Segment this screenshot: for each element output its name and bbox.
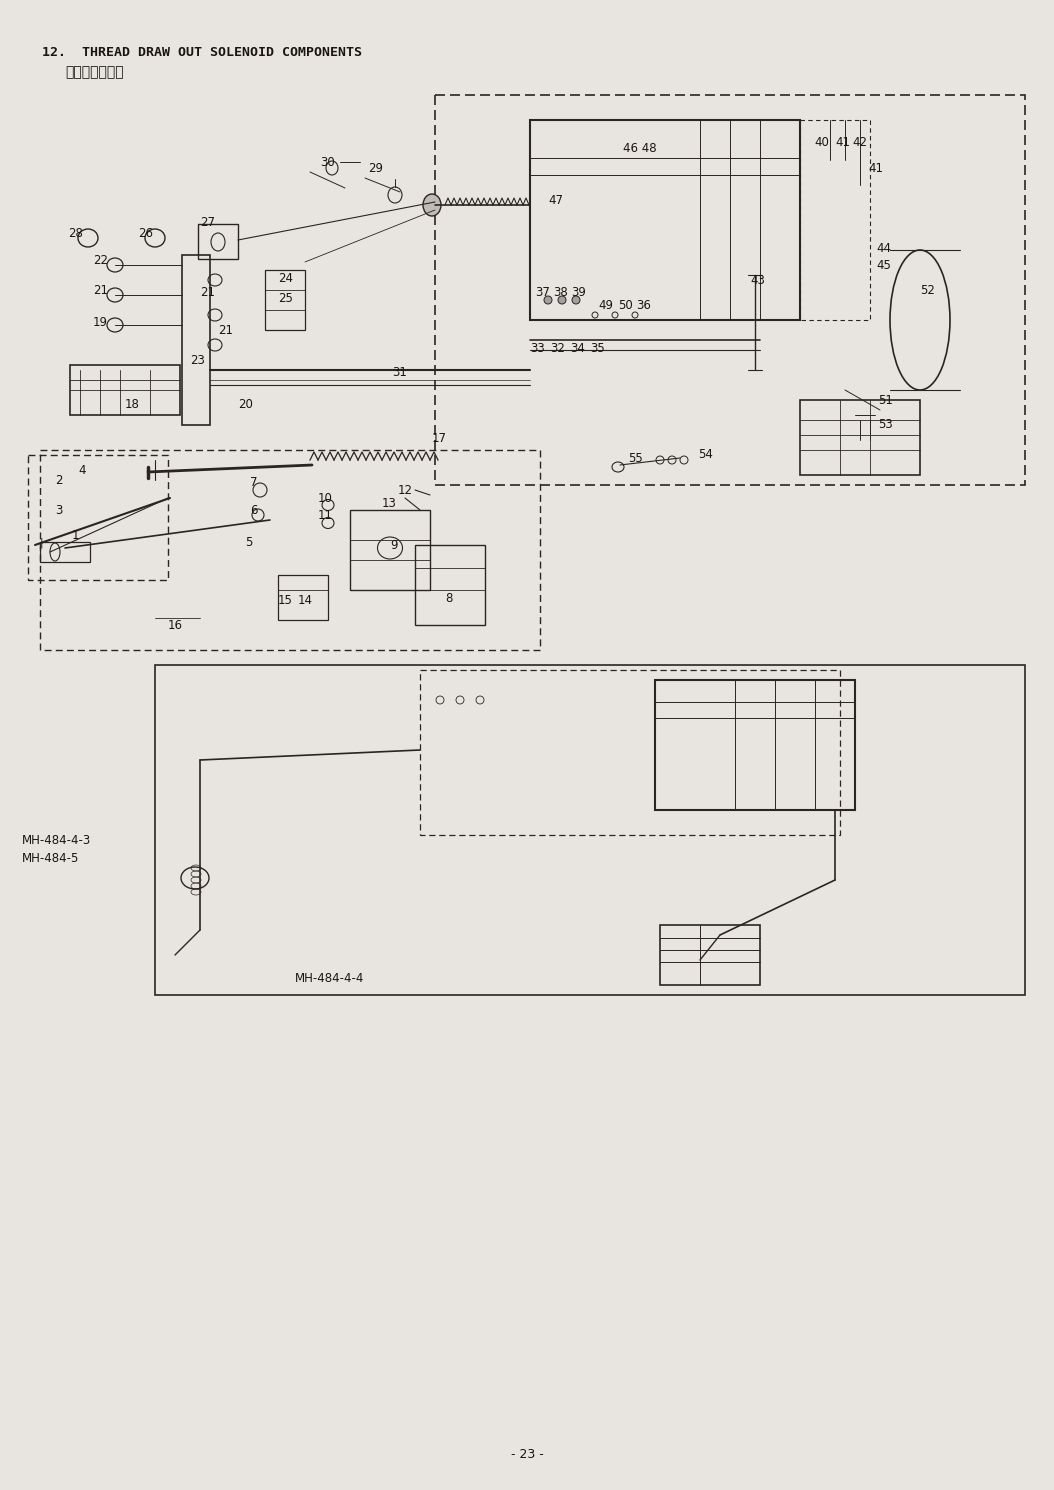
Text: 13: 13 xyxy=(382,496,397,510)
Text: 26: 26 xyxy=(138,226,153,240)
Text: 30: 30 xyxy=(320,155,335,168)
Text: 20: 20 xyxy=(238,398,253,411)
Text: 34: 34 xyxy=(570,341,585,355)
Bar xyxy=(415,545,485,624)
Text: 49: 49 xyxy=(598,298,613,311)
Text: 52: 52 xyxy=(920,283,935,297)
Bar xyxy=(265,270,305,329)
Text: MH-484-4-4: MH-484-4-4 xyxy=(295,971,365,985)
Text: - 23 -: - 23 - xyxy=(510,1448,544,1462)
Bar xyxy=(350,510,430,590)
Text: 38: 38 xyxy=(553,286,568,298)
Bar xyxy=(435,95,1024,486)
Text: 46 48: 46 48 xyxy=(623,142,657,155)
Bar xyxy=(182,255,210,425)
Bar xyxy=(70,365,180,416)
Text: 22: 22 xyxy=(93,253,108,267)
Ellipse shape xyxy=(544,297,552,304)
Text: 41: 41 xyxy=(868,161,883,174)
Text: 29: 29 xyxy=(368,161,383,174)
Text: 39: 39 xyxy=(571,286,586,298)
Text: 21: 21 xyxy=(93,283,108,297)
Ellipse shape xyxy=(572,297,580,304)
Text: 37: 37 xyxy=(535,286,550,298)
Bar xyxy=(660,925,760,985)
Text: 2: 2 xyxy=(55,474,62,487)
Bar xyxy=(530,121,800,320)
Text: 32: 32 xyxy=(550,341,565,355)
Text: 6: 6 xyxy=(250,504,257,517)
Text: 54: 54 xyxy=(698,448,713,462)
Text: 16: 16 xyxy=(168,618,183,632)
Bar xyxy=(800,121,870,320)
Ellipse shape xyxy=(423,194,441,216)
Text: 4: 4 xyxy=(78,463,85,477)
Text: 9: 9 xyxy=(390,538,397,551)
Text: MH-484-5: MH-484-5 xyxy=(22,851,79,864)
Text: 47: 47 xyxy=(548,194,563,207)
Text: 40: 40 xyxy=(815,136,829,149)
Text: 55: 55 xyxy=(628,451,643,465)
Text: 19: 19 xyxy=(93,316,108,328)
Bar xyxy=(419,670,840,834)
Text: 23: 23 xyxy=(190,353,204,367)
Text: 31: 31 xyxy=(392,365,407,378)
Bar xyxy=(800,399,920,475)
Text: 24: 24 xyxy=(278,271,293,285)
Bar xyxy=(40,542,90,562)
Text: 25: 25 xyxy=(278,292,293,304)
Text: |: | xyxy=(40,538,43,548)
Text: 41: 41 xyxy=(836,136,851,149)
Bar xyxy=(655,679,855,811)
Text: 27: 27 xyxy=(200,216,215,228)
Text: 12.  THREAD DRAW OUT SOLENOID COMPONENTS: 12. THREAD DRAW OUT SOLENOID COMPONENTS xyxy=(42,46,362,58)
Text: 14: 14 xyxy=(298,593,313,606)
Text: MH-484-4-3: MH-484-4-3 xyxy=(22,833,92,846)
Text: 8: 8 xyxy=(445,592,452,605)
Text: 15: 15 xyxy=(278,593,293,606)
Text: 21: 21 xyxy=(218,323,233,337)
Ellipse shape xyxy=(558,297,566,304)
Text: 1: 1 xyxy=(72,529,79,541)
Text: 43: 43 xyxy=(750,274,765,286)
Bar xyxy=(198,224,238,259)
Bar xyxy=(28,454,168,580)
Text: 33: 33 xyxy=(530,341,545,355)
Text: 35: 35 xyxy=(590,341,605,355)
Text: 51: 51 xyxy=(878,393,893,407)
Text: 5: 5 xyxy=(245,535,252,548)
Text: 10: 10 xyxy=(318,492,333,505)
Text: 36: 36 xyxy=(636,298,651,311)
Bar xyxy=(40,450,540,650)
Text: 11: 11 xyxy=(318,508,333,522)
Text: 21: 21 xyxy=(200,286,215,298)
Text: 45: 45 xyxy=(876,258,891,271)
Text: 50: 50 xyxy=(618,298,632,311)
Text: 7: 7 xyxy=(250,475,257,489)
Text: 53: 53 xyxy=(878,419,893,432)
Text: 繋出し装置関係: 繋出し装置関係 xyxy=(65,66,123,79)
Text: 3: 3 xyxy=(55,504,62,517)
Bar xyxy=(155,665,1024,995)
Text: 42: 42 xyxy=(853,136,867,149)
Text: 17: 17 xyxy=(432,432,447,444)
Text: 28: 28 xyxy=(69,226,83,240)
Text: 44: 44 xyxy=(876,241,891,255)
Text: 18: 18 xyxy=(125,398,140,411)
Text: 12: 12 xyxy=(398,483,413,496)
Bar xyxy=(278,575,328,620)
